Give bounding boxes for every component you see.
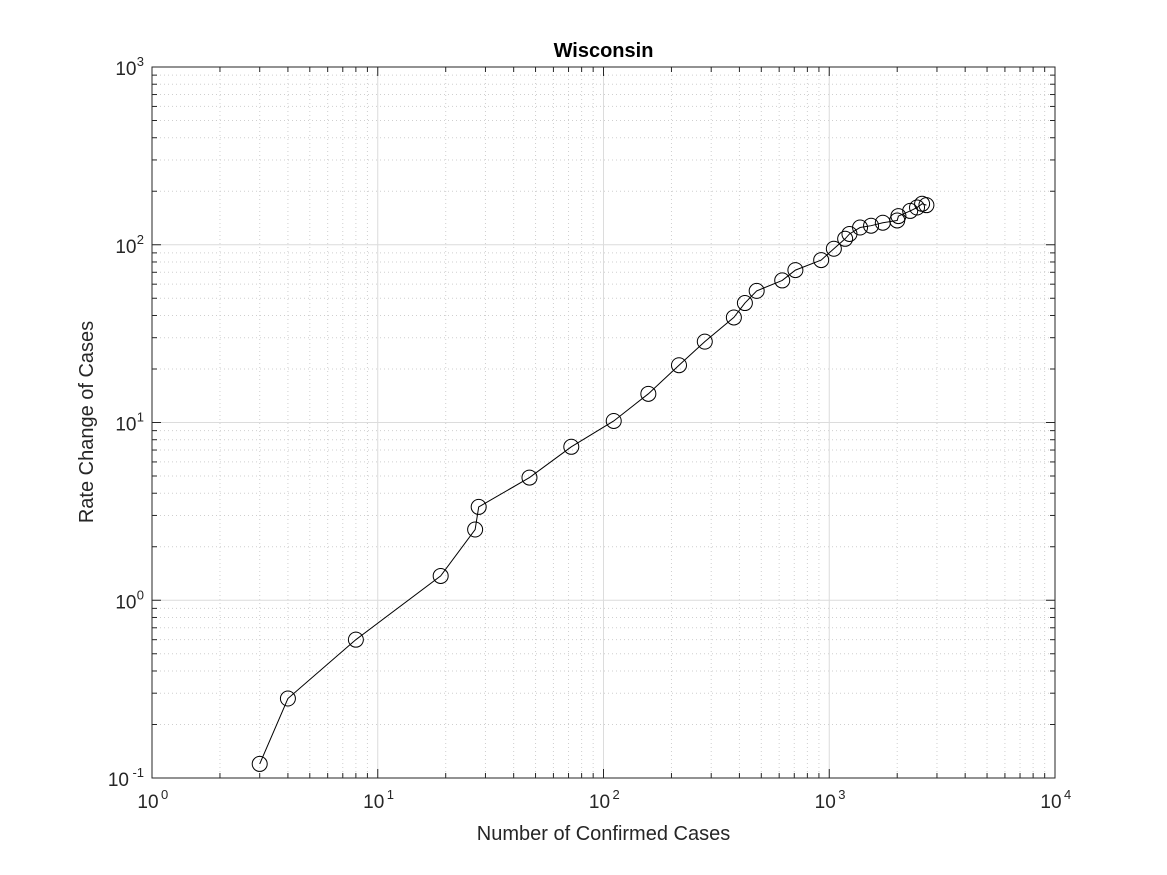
y-tick-label: 10 [115,415,136,436]
data-point [696,333,713,350]
data-point [279,690,296,707]
data-point [787,262,804,279]
data-point [825,240,842,257]
data-point [605,412,622,429]
data-point [736,295,753,312]
data-point [837,230,854,247]
minor-grid [152,67,1055,778]
data-point [563,438,580,455]
data-point [347,631,364,648]
data-point [251,755,268,772]
y-tick-label: 10 [115,59,136,80]
y-tick-label-exponent: 2 [137,232,144,247]
x-tick-label: 10 [815,792,836,813]
data-point [640,385,657,402]
data-point [774,272,791,289]
x-tick-label: 10 [1040,792,1061,813]
x-tick-label-exponent: 1 [387,787,394,802]
x-tick-label: 10 [363,792,384,813]
x-tick-label: 10 [589,792,610,813]
data-point [852,219,869,236]
chart-title: Wisconsin [554,40,654,62]
x-tick-label-exponent: 4 [1064,787,1071,802]
data-point [863,217,880,234]
y-tick-label: 10 [115,237,136,258]
y-tick-label-exponent: -1 [132,765,144,780]
x-tick-label-exponent: 0 [161,787,168,802]
data-point [725,309,742,326]
data-point [432,567,449,584]
y-axis-label: Rate Change of Cases [76,321,98,523]
y-tick-label-exponent: 1 [137,410,144,425]
data-point [470,498,487,515]
y-tick-label-exponent: 3 [137,54,144,69]
x-tick-label-exponent: 3 [838,787,845,802]
data-point [521,469,538,486]
y-tick-label: 10 [115,592,136,613]
y-tick-label-exponent: 0 [137,587,144,602]
series-group [251,195,935,772]
data-point [918,197,935,214]
y-tick-label: 10 [108,770,129,791]
x-tick-labels: 10 0 10 1 10 2 10 3 10 4 [137,787,1071,813]
x-tick-label-exponent: 2 [613,787,620,802]
axis-ticks [151,66,1056,779]
series-line [259,203,927,765]
data-point [748,282,765,299]
x-tick-label: 10 [137,792,158,813]
data-point [671,357,688,374]
data-point [813,252,830,269]
data-point [909,199,926,216]
data-point [467,521,484,538]
data-point [890,208,907,225]
x-axis-label: Number of Confirmed Cases [477,823,730,845]
